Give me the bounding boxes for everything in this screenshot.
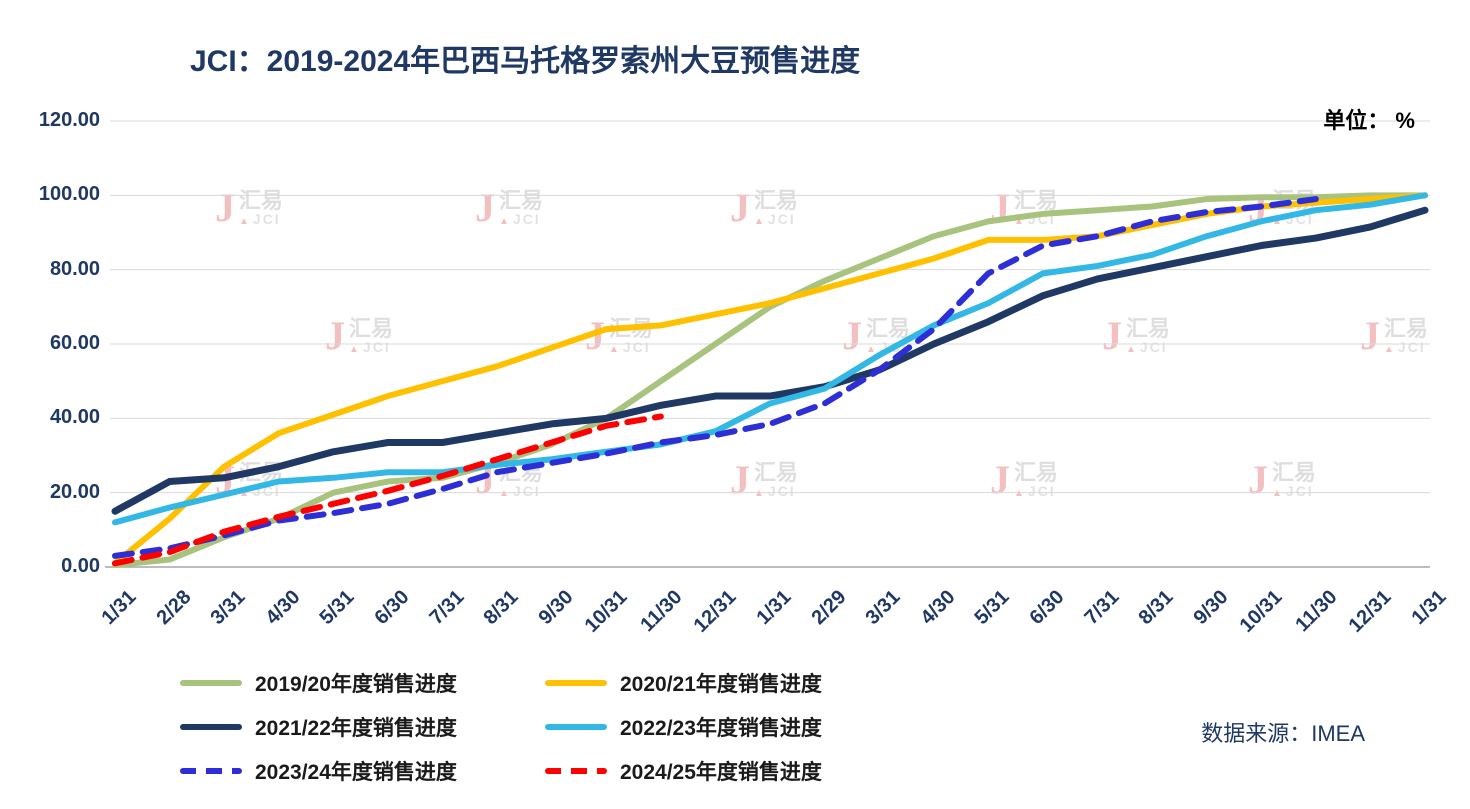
legend-item: 2022/23年度销售进度 bbox=[545, 712, 822, 742]
legend-swatch bbox=[180, 768, 242, 774]
legend-label: 2023/24年度销售进度 bbox=[255, 761, 457, 784]
series-line-5 bbox=[112, 413, 664, 567]
y-axis-label: 80.00 bbox=[49, 257, 100, 280]
chart-title: JCI：2019-2024年巴西马托格罗索州大豆预售进度 bbox=[190, 45, 861, 78]
y-axis-label: 60.00 bbox=[49, 332, 100, 354]
series-line-4 bbox=[112, 196, 1319, 559]
legend-swatch bbox=[545, 680, 607, 686]
y-axis-label: 40.00 bbox=[49, 406, 100, 429]
legend-swatch bbox=[180, 724, 242, 730]
legend-swatch bbox=[545, 768, 607, 774]
y-axis-label: 20.00 bbox=[49, 480, 100, 503]
y-axis-label: 120.00 bbox=[38, 109, 100, 131]
data-source-label: 数据来源：IMEA bbox=[1201, 721, 1365, 746]
legend-item: 2024/25年度销售进度 bbox=[545, 756, 822, 786]
legend-label: 2022/23年度销售进度 bbox=[620, 717, 822, 740]
series-line-2 bbox=[111, 206, 1429, 515]
y-axis-label: 0.00 bbox=[61, 555, 100, 577]
legend-swatch bbox=[180, 680, 242, 686]
legend-item: 2020/21年度销售进度 bbox=[545, 668, 822, 698]
series-line-0 bbox=[112, 192, 1428, 569]
legend-label: 2024/25年度销售进度 bbox=[620, 761, 822, 784]
unit-label: 单位： % bbox=[1323, 108, 1415, 133]
legend-item: 2023/24年度销售进度 bbox=[180, 756, 457, 786]
legend-label: 2021/22年度销售进度 bbox=[255, 717, 457, 740]
legend-swatch bbox=[545, 724, 607, 730]
y-axis-label: 100.00 bbox=[38, 183, 100, 206]
legend-item: 2021/22年度销售进度 bbox=[180, 712, 457, 742]
series-line-3 bbox=[112, 192, 1428, 526]
legend-label: 2019/20年度销售进度 bbox=[255, 673, 457, 696]
legend-item: 2019/20年度销售进度 bbox=[180, 668, 457, 698]
legend-label: 2020/21年度销售进度 bbox=[620, 673, 822, 696]
